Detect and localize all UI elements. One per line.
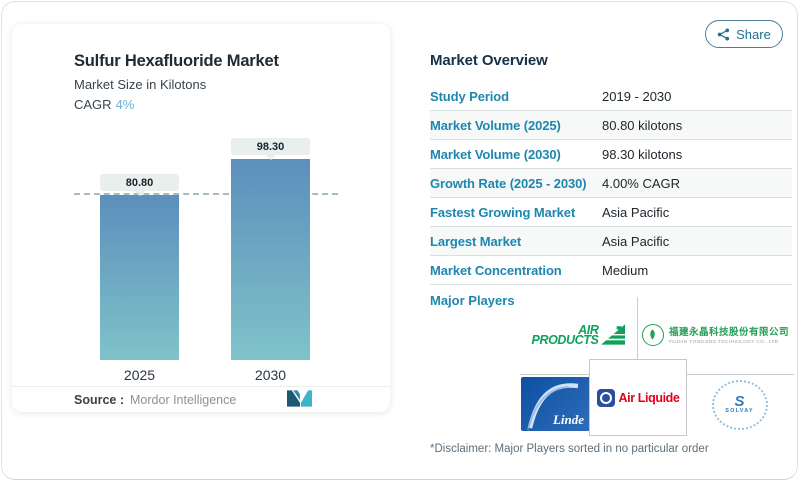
table-row-market-concentration: Market Concentration Medium (430, 256, 792, 285)
cagr-label: CAGR (74, 97, 112, 112)
table-row-study-period: Study Period 2019 - 2030 (430, 82, 792, 111)
solvay-wordmark: SOLVAY (725, 408, 754, 414)
grid-divider-vertical (637, 297, 638, 374)
table-row-largest-market: Largest Market Asia Pacific (430, 227, 792, 256)
x-axis-label-2025: 2025 (123, 367, 156, 383)
chart-title: Sulfur Hexafluoride Market (74, 52, 279, 70)
air-products-logo: AIR PRODUCTS (520, 295, 637, 374)
chart-subtitle: Market Size in Kilotons (74, 77, 207, 92)
air-liquide-logo: Air Liquide (589, 359, 687, 436)
major-players-label: Major Players (430, 293, 515, 308)
air-liquide-droplet-icon (596, 388, 615, 407)
table-row-fastest-growing-market: Fastest Growing Market Asia Pacific (430, 198, 792, 227)
air-products-triangle-icon (601, 324, 626, 345)
row-label: Growth Rate (2025 - 2030) (430, 175, 587, 191)
chart-card: Sulfur Hexafluoride Market Market Size i… (12, 24, 390, 412)
bar-value-label-2030: 98.30 (231, 138, 310, 160)
bar-chart: 80.80 98.30 2025 2030 (74, 138, 338, 383)
source-row: Source : Mordor Intelligence (74, 387, 374, 412)
solvay-s-icon: S (734, 393, 745, 410)
solvay-logo: S SOLVAY (685, 375, 794, 434)
bar-2030: 98.30 (231, 138, 310, 360)
table-row-growth-rate: Growth Rate (2025 - 2030) 4.00% CAGR (430, 169, 792, 198)
source-divider (12, 386, 390, 387)
air-products-wordmark: AIR PRODUCTS (531, 322, 599, 347)
source-value: Mordor Intelligence (130, 392, 237, 407)
row-value: Asia Pacific (602, 233, 670, 249)
cagr-value: 4% (115, 97, 135, 112)
row-value: Asia Pacific (602, 204, 670, 220)
row-label: Market Concentration (430, 262, 562, 278)
share-icon (717, 28, 730, 40)
bar-value-text: 80.80 (125, 176, 154, 189)
row-value: Medium (602, 262, 649, 278)
row-value: 80.80 kilotons (602, 117, 683, 133)
bar-value-label-2025: 80.80 (100, 174, 179, 196)
fujian-yongjing-logo: 福建永晶科技股份有限公司 FUJIAN YONGJING TECHNOLOGY … (637, 295, 794, 374)
bar-2025: 80.80 (100, 174, 179, 360)
source-label: Source : (74, 392, 125, 407)
bar-value-text: 98.30 (256, 140, 285, 153)
fujian-yongjing-leaf-icon (641, 323, 664, 346)
overview-title: Market Overview (430, 52, 548, 69)
air-products-line2: PRODUCTS (531, 332, 599, 347)
row-value: 98.30 kilotons (602, 146, 683, 162)
fujian-yongjing-name-cn: 福建永晶科技股份有限公司 (668, 327, 789, 338)
x-axis-label-2030: 2030 (254, 367, 287, 383)
linde-swoosh-icon (527, 383, 579, 431)
row-label: Fastest Growing Market (430, 204, 576, 220)
cagr-line: CAGR 4% (74, 97, 134, 112)
row-label: Study Period (430, 88, 509, 104)
air-liquide-wordmark: Air Liquide (618, 390, 680, 405)
row-label: Largest Market (430, 233, 522, 249)
row-value: 2019 - 2030 (602, 88, 672, 104)
overview-table: Study Period 2019 - 2030 Market Volume (… (430, 82, 792, 285)
share-label: Share (736, 26, 771, 42)
fujian-yongjing-text: 福建永晶科技股份有限公司 FUJIAN YONGJING TECHNOLOGY … (669, 324, 789, 345)
row-label: Market Volume (2030) (430, 146, 561, 162)
row-value: 4.00% CAGR (602, 175, 681, 191)
disclaimer-text: *Disclaimer: Major Players sorted in no … (430, 443, 709, 455)
linde-logo: Linde (521, 377, 590, 431)
solvay-dotted-ellipse: S SOLVAY (711, 379, 768, 430)
mordor-intelligence-logo-icon (287, 390, 312, 407)
major-players-grid: AIR PRODUCTS 福建永晶科技股份有限公司 FUJIAN YONGJIN… (520, 295, 794, 436)
table-row-market-volume-2030: Market Volume (2030) 98.30 kilotons (430, 140, 792, 169)
table-row-market-volume-2025: Market Volume (2025) 80.80 kilotons (430, 111, 792, 140)
fujian-yongjing-name-en: FUJIAN YONGJING TECHNOLOGY CO., LTD (668, 340, 779, 345)
share-button[interactable]: Share (705, 20, 783, 48)
air-products-line1: AIR (578, 322, 599, 337)
reference-dashed-line (74, 193, 338, 195)
linde-wordmark: Linde (552, 412, 584, 427)
row-label: Market Volume (2025) (430, 117, 561, 133)
